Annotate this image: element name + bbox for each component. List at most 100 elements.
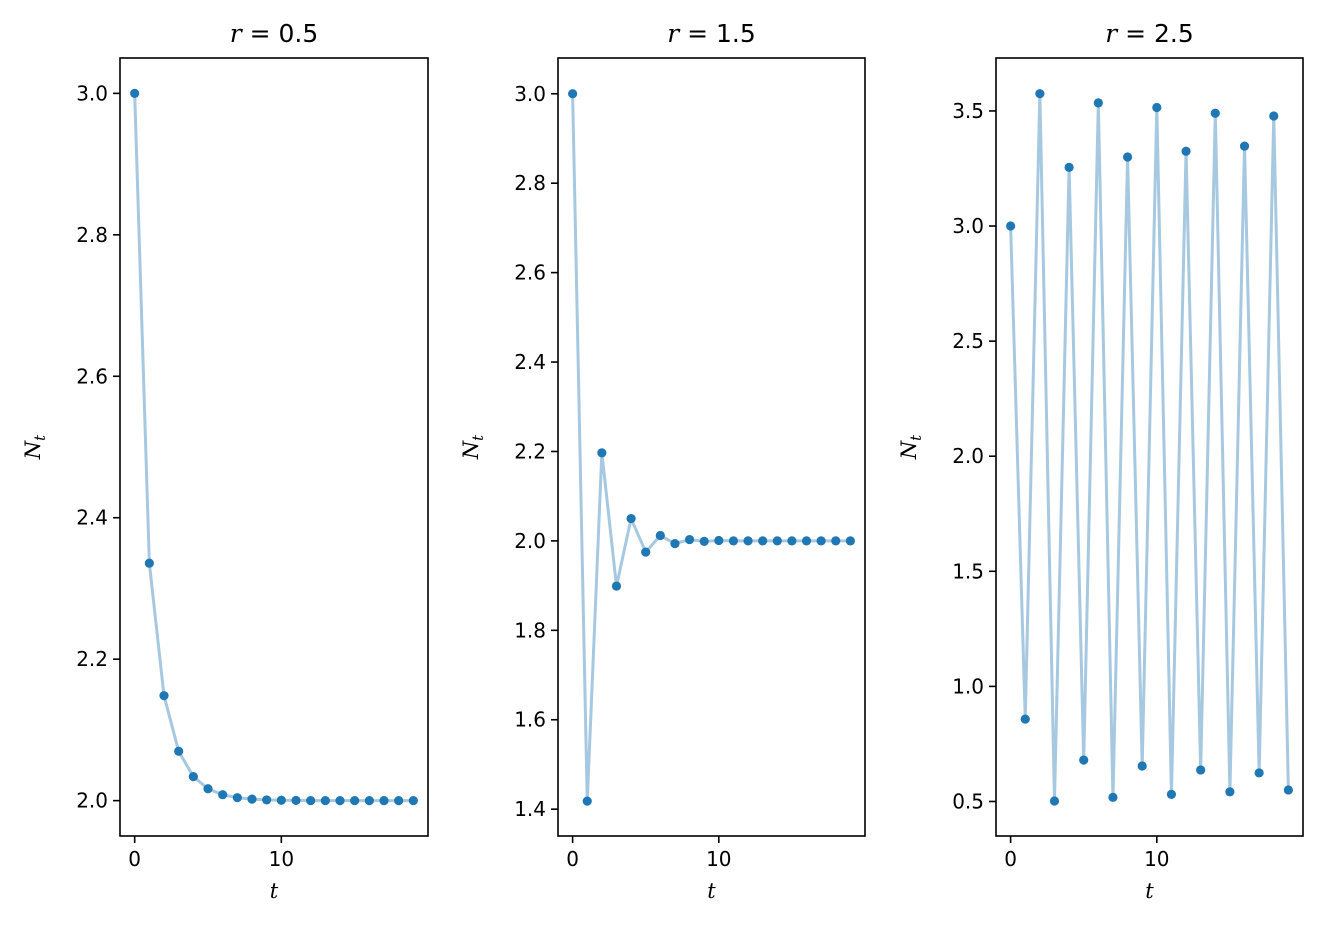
y-tick-label: 1.8: [514, 618, 546, 642]
y-tick-label: 2.4: [76, 506, 108, 530]
y-tick-label: 1.4: [514, 797, 546, 821]
data-point: [699, 536, 709, 546]
data-point: [291, 795, 301, 806]
data-point: [188, 772, 198, 782]
data-point: [1137, 761, 1147, 771]
title-value: 2.5: [1154, 19, 1194, 48]
data-point: [276, 795, 286, 805]
x-axis-label: t: [270, 879, 279, 903]
data-point: [130, 88, 140, 98]
data-point: [1181, 146, 1191, 156]
subplot-title: r = 0.5: [230, 19, 319, 48]
data-point: [379, 796, 389, 806]
y-axis-label-subscript: t: [469, 434, 487, 441]
series-line: [133, 93, 414, 803]
data-point: [174, 746, 184, 756]
data-point: [262, 795, 272, 805]
data-point: [801, 536, 812, 546]
y-axis-label-main: N: [897, 440, 921, 460]
data-point: [1108, 792, 1118, 802]
data-point: [350, 796, 360, 806]
data-point: [159, 691, 169, 701]
title-equals: =: [679, 19, 716, 48]
data-point: [1196, 765, 1206, 775]
x-tick-label: 0: [1004, 847, 1017, 871]
title-variable: r: [230, 19, 244, 48]
data-point: [1122, 152, 1133, 162]
data-point: [758, 536, 768, 546]
series-line: [1009, 92, 1290, 803]
x-tick-label: 0: [566, 847, 579, 871]
data-point: [408, 796, 418, 806]
title-variable: r: [1105, 19, 1119, 48]
subplot-title: r = 1.5: [667, 19, 756, 48]
series-line: [571, 93, 851, 803]
data-point: [1079, 755, 1089, 765]
data-point: [1093, 98, 1103, 108]
data-point: [670, 538, 680, 549]
y-axis-label: Nt: [897, 434, 925, 460]
y-axis-label-subscript: t: [31, 434, 49, 441]
y-tick-label: 2.2: [76, 647, 108, 671]
x-tick-label: 10: [269, 847, 294, 871]
y-axis-label-main: N: [459, 440, 483, 460]
data-point: [655, 530, 665, 541]
y-axis-label-subscript: t: [907, 434, 925, 441]
data-point: [641, 547, 651, 557]
y-tick-label: 2.0: [952, 444, 984, 468]
y-axis-label: Nt: [21, 434, 49, 460]
data-point: [597, 448, 607, 458]
title-value: 1.5: [716, 19, 756, 48]
data-point: [232, 793, 242, 803]
data-point: [335, 796, 345, 806]
data-point: [772, 536, 782, 546]
data-point: [320, 795, 330, 806]
data-point: [306, 795, 316, 806]
data-point: [684, 534, 695, 545]
y-tick-label: 1.6: [514, 708, 546, 732]
subplot-title: r = 2.5: [1105, 19, 1194, 48]
data-point: [364, 796, 374, 806]
data-point: [144, 558, 154, 568]
data-point: [1254, 768, 1264, 778]
data-point: [816, 536, 826, 546]
data-point: [714, 535, 724, 546]
title-equals: =: [242, 19, 279, 48]
x-tick-label: 10: [1144, 847, 1169, 871]
y-tick-label: 2.0: [514, 529, 546, 553]
data-point: [626, 513, 636, 524]
y-tick-label: 3.0: [952, 214, 984, 238]
y-tick-label: 0.5: [952, 789, 984, 813]
y-tick-label: 1.0: [952, 674, 984, 698]
y-tick-label: 2.4: [514, 350, 546, 374]
data-point: [1006, 221, 1016, 231]
x-tick-label: 0: [128, 847, 141, 871]
title-variable: r: [667, 19, 681, 48]
y-tick-label: 2.8: [514, 171, 546, 195]
axes-frame: [119, 57, 429, 837]
y-tick-label: 2.8: [76, 223, 108, 247]
data-point: [1210, 108, 1220, 118]
data-point: [845, 536, 855, 546]
y-axis-label: Nt: [459, 434, 487, 460]
data-point: [1225, 787, 1235, 797]
y-tick-label: 3.0: [76, 81, 108, 105]
data-point: [394, 796, 404, 806]
axes-frame: [557, 57, 866, 837]
data-point: [1283, 785, 1293, 795]
data-point: [1035, 89, 1045, 99]
x-axis-label: t: [1145, 879, 1154, 903]
data-point: [568, 89, 578, 99]
title-equals: =: [1117, 19, 1154, 48]
data-point: [743, 536, 753, 546]
data-point: [203, 784, 213, 794]
data-point: [787, 536, 797, 546]
data-point: [1239, 141, 1250, 151]
data-point: [582, 796, 592, 806]
data-point: [247, 794, 257, 804]
axes-frame: [995, 57, 1304, 837]
y-tick-label: 3.0: [514, 82, 546, 106]
